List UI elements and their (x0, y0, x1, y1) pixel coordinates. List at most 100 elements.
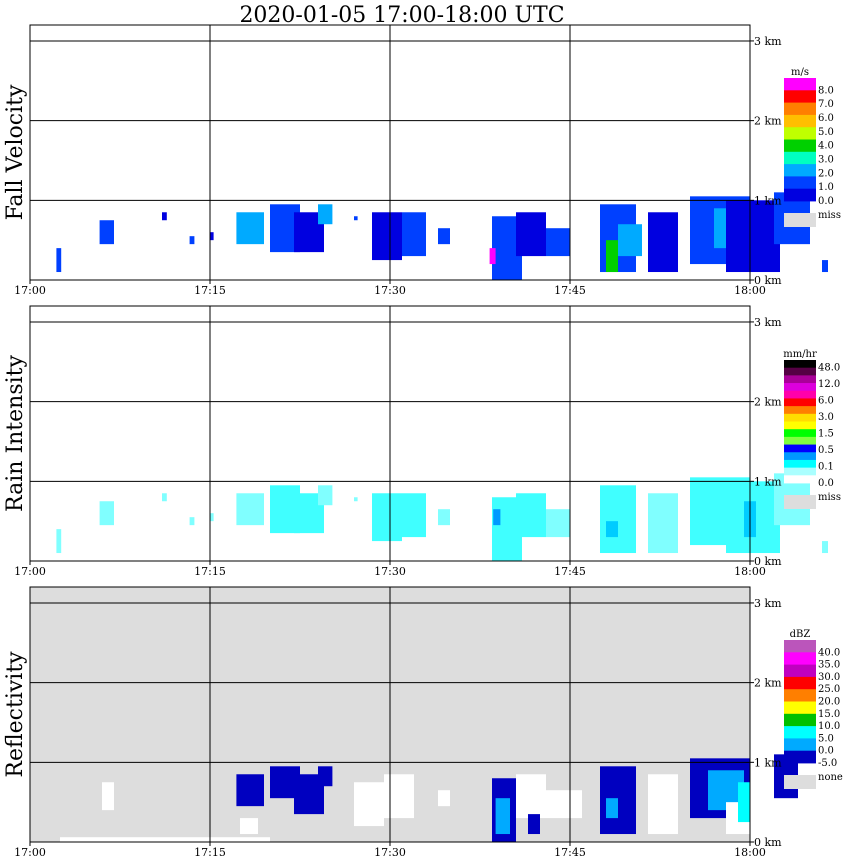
echo-cell (354, 216, 358, 221)
legend-label: 30.0 (818, 672, 840, 683)
legend-swatch (784, 383, 816, 392)
legend-label: 40.0 (818, 647, 840, 658)
legend-swatch (784, 750, 816, 764)
echo-cell (318, 204, 333, 225)
time-tick-label: 18:00 (734, 284, 766, 297)
height-tick-label: 1 km (754, 475, 782, 488)
echo-cell (528, 814, 540, 835)
time-tick-label: 17:00 (14, 846, 46, 859)
legend-label: 5.0 (818, 127, 834, 138)
echo-cell (162, 212, 167, 221)
height-tick-label: 0 km (754, 555, 782, 568)
legend-label: 7.0 (818, 99, 834, 110)
legend-swatch (784, 689, 816, 702)
legend-unit: mm/hr (783, 349, 817, 360)
legend-swatch (784, 367, 816, 376)
legend-swatch (784, 475, 816, 484)
legend-miss-swatch (784, 775, 816, 789)
height-tick-label: 0 km (754, 836, 782, 849)
time-tick-label: 18:00 (734, 846, 766, 859)
echo-cell (56, 248, 62, 273)
legend-swatch (784, 738, 816, 752)
echo-cell (318, 766, 333, 787)
panels: 0 km 1 km 2 km 3 km 17:00 17:15 17:30 17:45 18:0… (3, 24, 843, 859)
echo-cell (210, 232, 214, 241)
legend-swatch (784, 127, 816, 140)
echo-cell (318, 485, 333, 506)
panel-ylabel: Rain Intensity (3, 354, 28, 511)
legend-swatch (784, 713, 816, 727)
echo-cell (648, 212, 678, 273)
legend-swatch (784, 78, 816, 91)
legend-label: 20.0 (818, 697, 840, 708)
time-tick-label: 17:00 (14, 565, 46, 578)
echo-cell (56, 529, 62, 554)
echo-cell (648, 774, 678, 835)
legend-swatch (784, 452, 816, 461)
legend-swatch (784, 726, 816, 739)
time-tick-label: 17:15 (194, 846, 226, 859)
legend-label: 48.0 (818, 363, 840, 374)
time-tick-label: 17:15 (194, 284, 226, 297)
echo-cell (726, 802, 780, 835)
legend-label: 15.0 (818, 709, 840, 720)
echo-cell (372, 493, 402, 542)
height-tick-label: 3 km (754, 316, 782, 329)
legend-swatch (784, 360, 816, 369)
legend-swatch (784, 139, 816, 153)
legend-label: 8.0 (818, 85, 834, 96)
time-tick-label: 17:30 (374, 284, 406, 297)
legend-label: 12.0 (818, 379, 840, 390)
time-tick-label: 17:45 (554, 846, 586, 859)
height-tick-label: 2 km (754, 396, 782, 409)
echo-cell (210, 513, 214, 522)
echo-cell (102, 782, 114, 811)
legend-label: 10.0 (818, 721, 840, 732)
legend-label: 4.0 (818, 141, 834, 152)
time-tick-label: 17:00 (14, 284, 46, 297)
echo-cell (489, 248, 496, 265)
legend-swatch (784, 652, 816, 665)
legend-label: 0.0 (818, 746, 834, 757)
legend-swatch (784, 406, 816, 415)
echo-cell (162, 493, 167, 502)
panel-1: 0 km 1 km 2 km 3 km 17:00 17:15 17:30 17:45 18:0… (3, 24, 841, 297)
legend-miss-label: none (818, 772, 843, 783)
echo-cell (822, 260, 828, 273)
echo-cell (546, 509, 570, 538)
echo-cell (738, 782, 750, 823)
height-tick-label: 2 km (754, 677, 782, 690)
echo-cell (516, 774, 546, 819)
echo-cell (438, 228, 450, 245)
echo-cell (546, 790, 582, 819)
echo-cell (516, 212, 546, 257)
legend-label: 0.1 (818, 462, 834, 473)
legend-label: 6.0 (818, 396, 834, 407)
echo-cell (546, 228, 570, 257)
panel-ylabel: Reflectivity (3, 651, 28, 778)
height-tick-label: 1 km (754, 194, 782, 207)
legend-swatch (784, 421, 816, 430)
echo-cell (606, 798, 618, 819)
legend-swatch (784, 467, 816, 476)
legend-swatch (784, 176, 816, 190)
legend-swatch (784, 90, 816, 103)
legend-swatch (784, 188, 816, 202)
legend-swatch (784, 676, 816, 690)
legend-miss-swatch (784, 213, 816, 227)
height-tick-label: 3 km (754, 35, 782, 48)
echo-cell (648, 493, 678, 554)
legend-swatch (784, 459, 816, 469)
legend-label: 25.0 (818, 684, 840, 695)
legend-swatch (784, 444, 816, 453)
legend-swatch (784, 390, 816, 399)
echo-cell (402, 212, 426, 257)
legend-label: 3.0 (818, 412, 834, 423)
time-tick-label: 17:45 (554, 284, 586, 297)
echo-cell (493, 509, 501, 526)
figure-title: 2020-01-05 17:00-18:00 UTC (239, 3, 564, 28)
legend-swatch (784, 664, 816, 678)
legend-label: 0.0 (818, 478, 834, 489)
echo-cell (438, 509, 450, 526)
